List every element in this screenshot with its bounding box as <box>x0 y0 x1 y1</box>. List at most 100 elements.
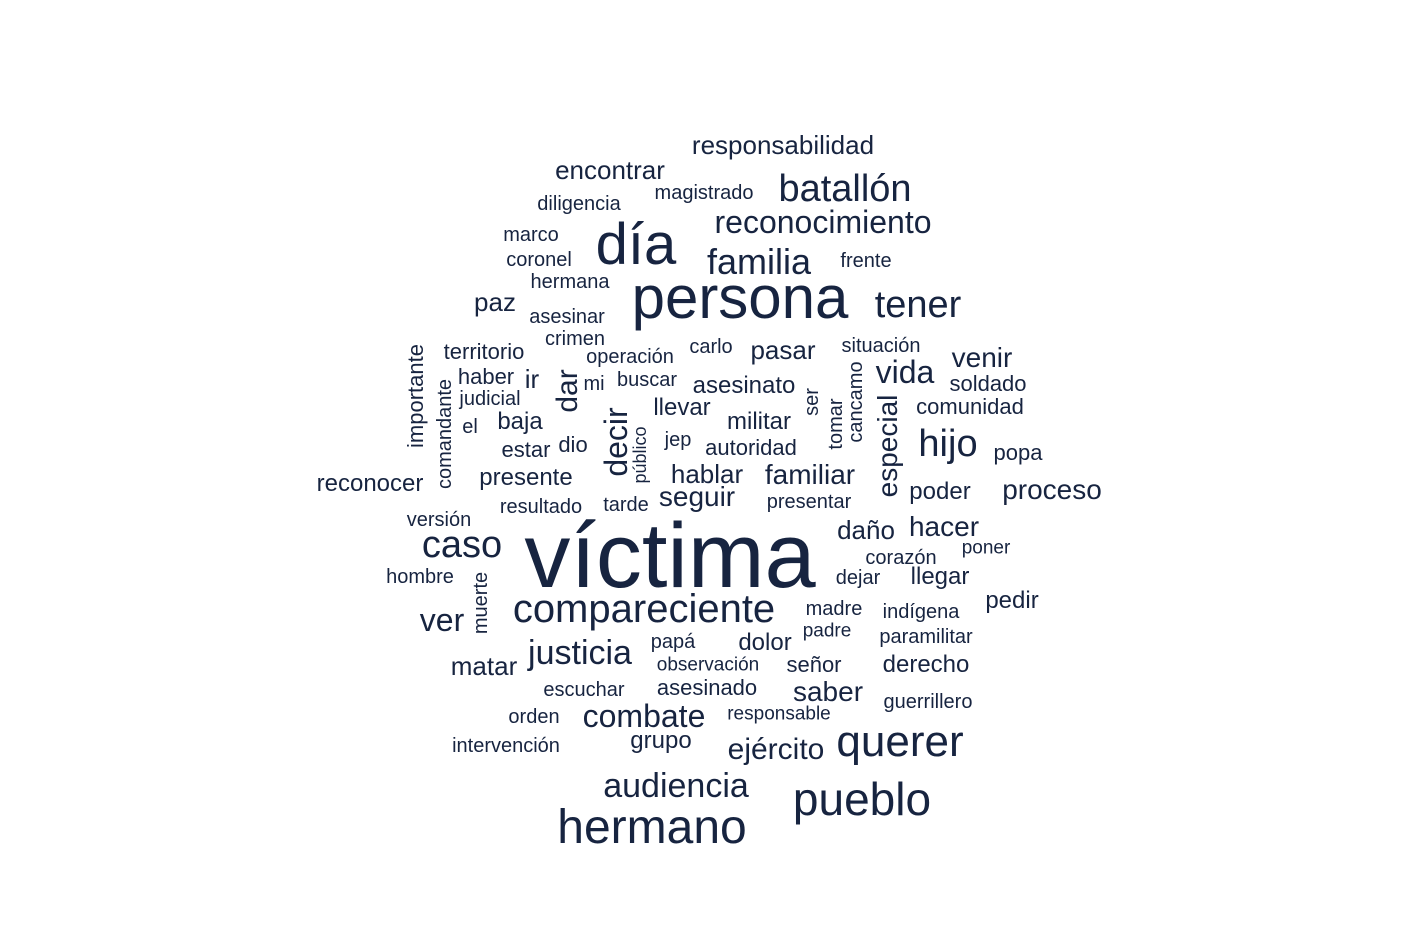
word: territorio <box>443 339 525 364</box>
word: hablar <box>670 459 744 489</box>
word: daño <box>837 515 895 545</box>
word: venir <box>951 342 1013 373</box>
word: observación <box>656 654 760 676</box>
word: seguir <box>658 481 736 512</box>
word: matar <box>450 651 518 681</box>
word: combate <box>582 698 706 734</box>
word: ser <box>801 388 823 416</box>
word: público <box>630 426 650 484</box>
word: grupo <box>630 727 692 754</box>
word: corazón <box>865 547 937 569</box>
word: ir <box>524 364 540 394</box>
word: autoridad <box>705 435 797 460</box>
word: derecho <box>882 651 970 678</box>
word: audiencia <box>603 767 749 805</box>
word: diligencia <box>537 193 621 215</box>
word: paz <box>474 287 516 317</box>
word: día <box>595 212 677 277</box>
word: dio <box>558 432 588 457</box>
word: tomar <box>825 398 847 450</box>
word: el <box>462 416 478 438</box>
word: crimen <box>544 328 606 350</box>
word: pedir <box>985 587 1039 614</box>
word: responsabilidad <box>691 130 875 160</box>
word: frente <box>840 250 892 272</box>
word: carlo <box>689 336 733 358</box>
word: comunidad <box>916 394 1024 419</box>
word: persona <box>631 264 849 331</box>
word: saber <box>792 676 864 707</box>
word: batallón <box>778 168 912 210</box>
word: indígena <box>882 601 960 623</box>
word: víctima <box>524 505 816 607</box>
word: llegar <box>910 563 970 590</box>
word: resultado <box>499 496 583 518</box>
word: papá <box>650 631 696 653</box>
word: ver <box>419 602 465 638</box>
word: presentar <box>766 491 852 513</box>
word: tener <box>874 284 962 326</box>
word: reconocimiento <box>714 204 932 240</box>
word: hijo <box>918 423 978 465</box>
word: reconocer <box>316 470 424 497</box>
word: buscar <box>616 369 678 391</box>
word: pueblo <box>792 773 932 825</box>
word: cancamo <box>845 361 867 443</box>
word: poner <box>961 537 1011 559</box>
word: ejército <box>727 733 825 766</box>
word: marco <box>503 224 559 246</box>
word: señor <box>786 652 842 677</box>
word: proceso <box>1002 474 1102 505</box>
word: vida <box>875 354 935 390</box>
word: intervención <box>452 735 560 757</box>
word: muerte <box>470 571 492 635</box>
word: hombre <box>386 566 454 588</box>
word: pasar <box>750 335 816 365</box>
word: versión <box>406 509 472 531</box>
word: familiar <box>764 459 856 490</box>
word: soldado <box>949 371 1027 396</box>
word: decir <box>598 407 634 477</box>
word: judicial <box>459 388 521 410</box>
word: operación <box>586 346 674 368</box>
word: encontrar <box>555 155 665 185</box>
word: escuchar <box>543 679 625 701</box>
word: mi <box>583 373 605 395</box>
word: hermana <box>530 271 610 293</box>
word: llevar <box>653 394 711 421</box>
word: dolor <box>738 629 792 656</box>
word: caso <box>421 524 503 566</box>
word: asesinar <box>529 306 605 328</box>
word: asesinato <box>692 372 796 399</box>
word: jep <box>664 429 692 451</box>
word: justicia <box>528 634 632 672</box>
word: responsable <box>727 703 831 725</box>
word: compareciente <box>512 587 776 631</box>
word: querer <box>836 717 964 766</box>
word: orden <box>508 706 560 728</box>
word: coronel <box>506 249 572 271</box>
word: baja <box>497 408 543 435</box>
word: situación <box>841 335 921 357</box>
word: madre <box>805 598 863 620</box>
word: poder <box>909 478 971 505</box>
word: estar <box>501 437 551 462</box>
word: guerrillero <box>883 691 973 713</box>
word: familia <box>706 241 812 282</box>
word: especial <box>872 394 903 498</box>
word: importante <box>403 344 428 448</box>
word: presente <box>479 464 573 491</box>
word: hermano <box>557 801 747 854</box>
word: magistrado <box>654 182 754 204</box>
word: dejar <box>835 567 881 589</box>
word: haber <box>457 364 515 389</box>
word: dar <box>551 369 584 413</box>
word: padre <box>802 620 852 642</box>
word: militar <box>727 408 791 435</box>
word: paramilitar <box>879 626 973 648</box>
word: comandante <box>434 378 456 490</box>
word: tarde <box>603 494 649 516</box>
word: asesinado <box>656 675 758 700</box>
word: popa <box>993 440 1043 465</box>
